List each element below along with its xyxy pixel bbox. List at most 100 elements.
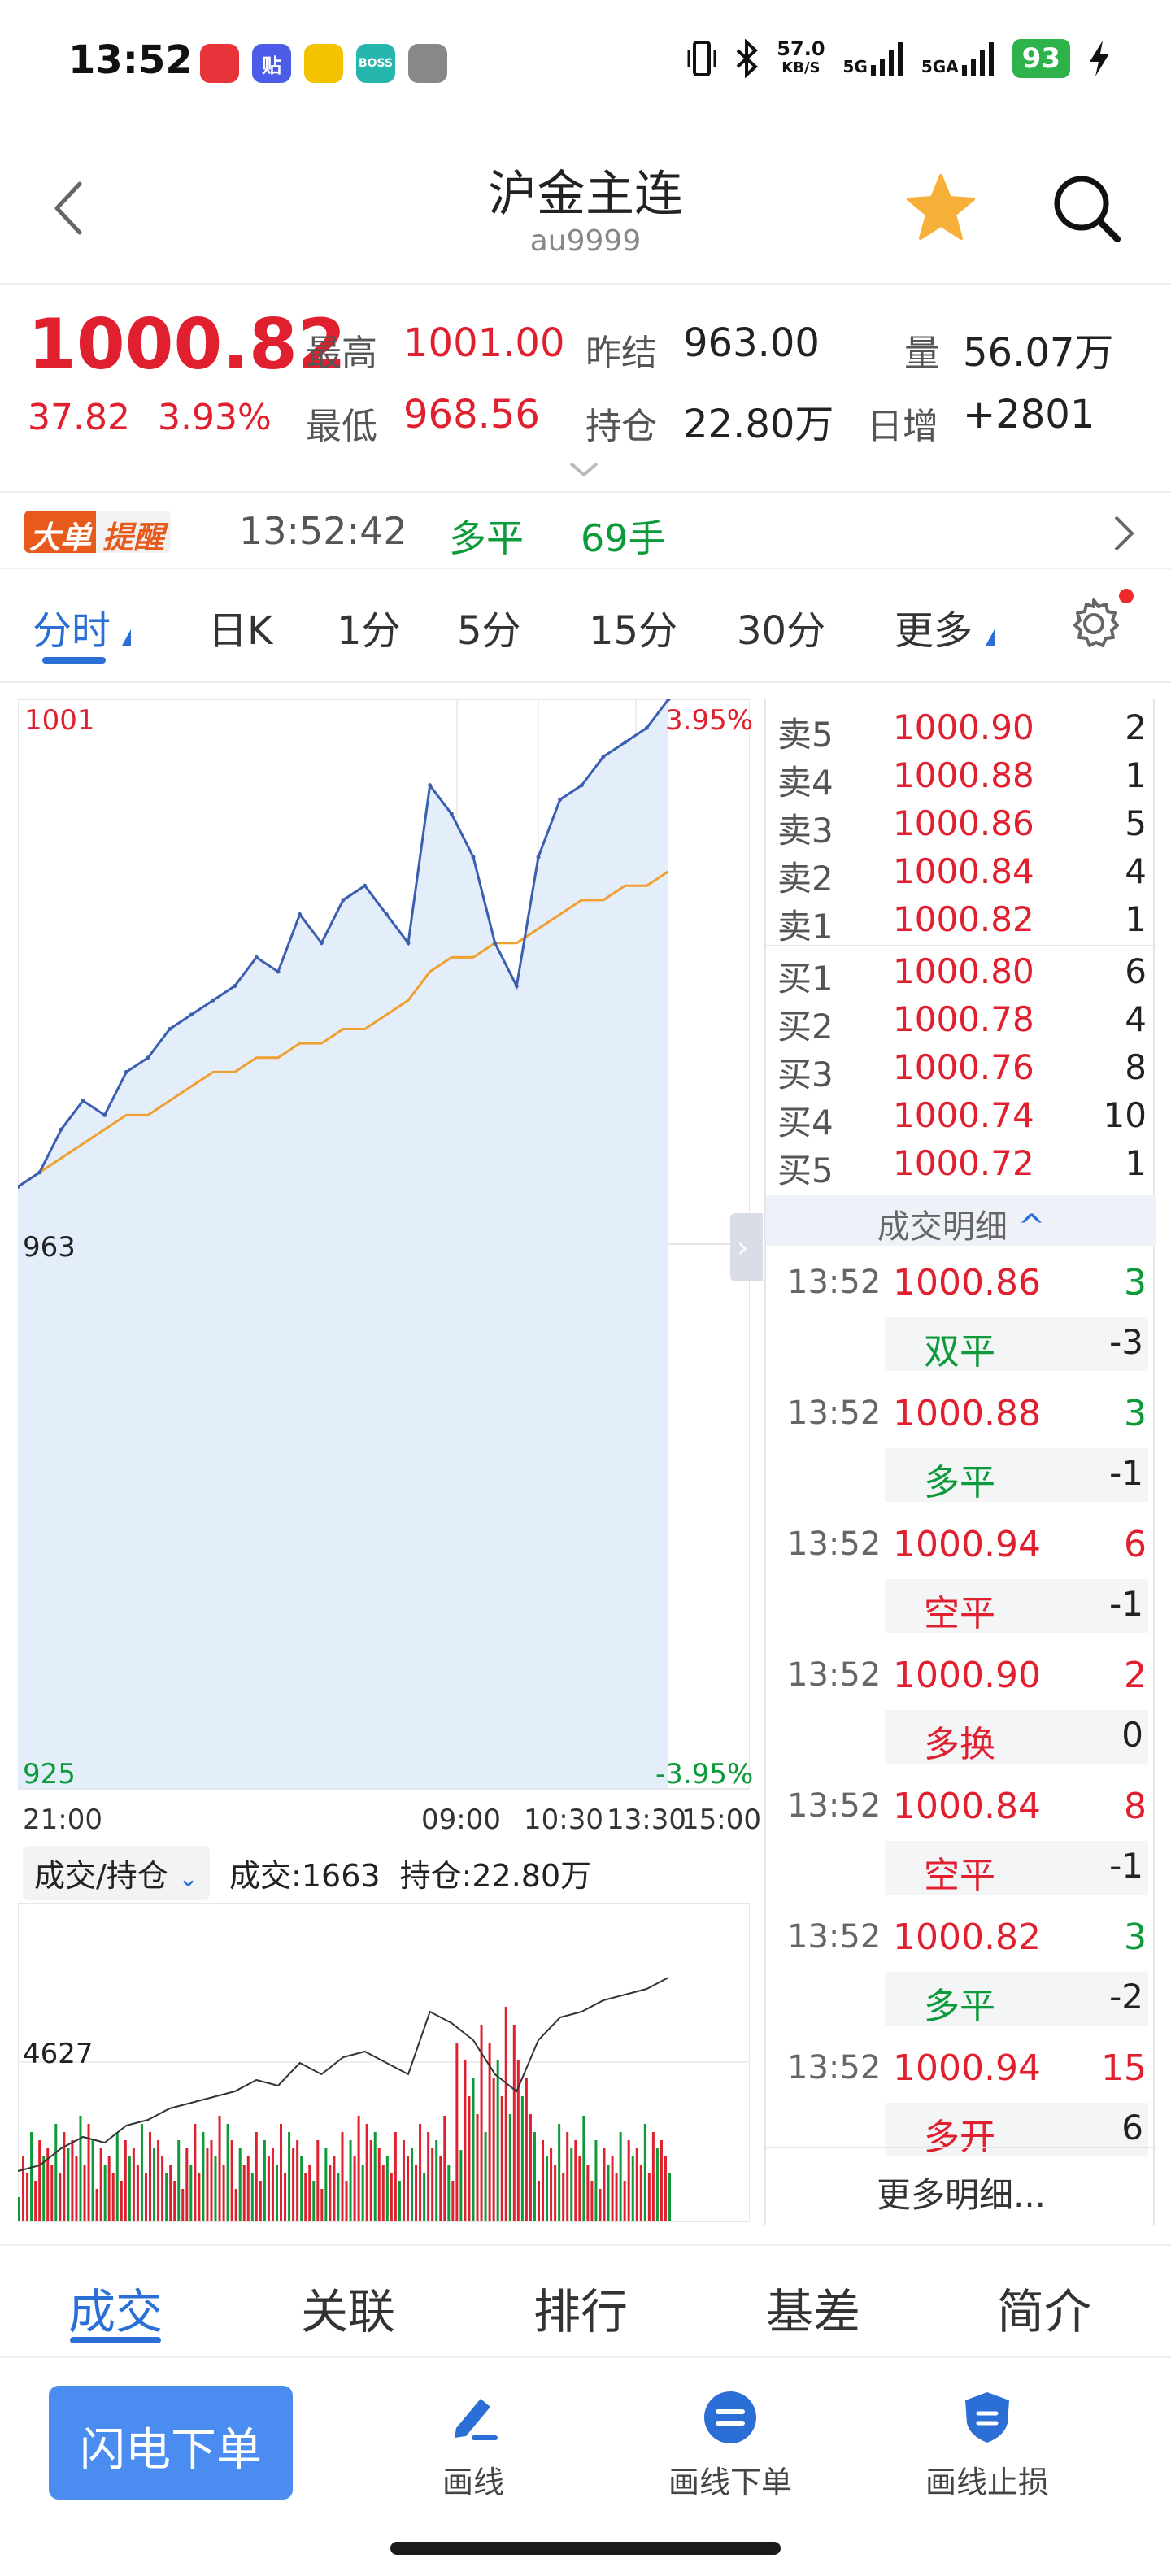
ask-row[interactable]: 卖4 1000.88 1: [766, 752, 1156, 803]
trade-price: 1000.86: [893, 1262, 1041, 1303]
trade-price: 1000.94: [893, 2047, 1041, 2089]
volume-bar: [111, 2173, 115, 2221]
trade-type-row: 多换 0: [885, 1710, 1148, 1765]
volume-bar: [631, 2156, 634, 2221]
volume-bar: [304, 2173, 307, 2221]
volume-bar: [578, 2156, 581, 2221]
bid-row[interactable]: 买4 1000.74 10: [766, 1092, 1156, 1142]
draw-line-order-button[interactable]: 画线下单: [649, 2389, 812, 2502]
volume-bar: [660, 2140, 663, 2221]
tab-daily-k[interactable]: 日K: [208, 608, 273, 654]
volume-bar: [643, 2124, 646, 2221]
contract-code: au9999: [529, 224, 642, 258]
trade-type: 空平: [924, 1855, 995, 1896]
trade-type: 多平: [924, 1462, 995, 1503]
tab-profile[interactable]: 简介: [997, 2284, 1092, 2339]
volume-bar: [635, 2148, 638, 2221]
trade-details-header[interactable]: 成交明细 ^: [766, 1195, 1156, 1246]
bid-row[interactable]: 买1 1000.80 6: [766, 948, 1156, 999]
volume-bar: [169, 2165, 172, 2221]
tab-5min[interactable]: 5分: [457, 608, 521, 654]
oi-change: -1: [1109, 1453, 1143, 1493]
trade-item: 13:52 1000.82 3 多平 -2: [766, 1910, 1156, 2042]
expand-quote-icon[interactable]: [564, 457, 603, 481]
open-interest-value: 22.80万: [683, 402, 834, 447]
volume-bar: [173, 2181, 176, 2221]
ask-row[interactable]: 卖5 1000.90 2: [766, 704, 1156, 755]
volume-oi-selector[interactable]: 成交/持仓 ⌄: [23, 1845, 211, 1900]
vibrate-icon: [687, 41, 716, 76]
tab-ranking[interactable]: 排行: [533, 2284, 629, 2339]
volume-bar: [30, 2132, 33, 2221]
volume-bar: [115, 2132, 119, 2221]
price-point: [536, 855, 541, 859]
trade-item: 13:52 1000.94 6 空平 -1: [766, 1517, 1156, 1649]
volume-bar: [194, 2124, 197, 2221]
bid-row[interactable]: 买2 1000.78 4: [766, 996, 1156, 1046]
open-interest-label: 持仓: [586, 406, 657, 447]
volume-bar: [639, 2165, 642, 2221]
volume-bar: [627, 2140, 630, 2221]
chevron-right-icon[interactable]: [1109, 512, 1138, 555]
volume-bar: [508, 2114, 511, 2221]
draw-line-button[interactable]: 画线: [392, 2389, 555, 2502]
back-icon[interactable]: [46, 176, 94, 241]
tab-related[interactable]: 关联: [301, 2284, 396, 2339]
trade-volume: 15: [1101, 2047, 1147, 2089]
volume-bar: [582, 2116, 586, 2221]
prev-settle-value: 963.00: [683, 320, 820, 366]
expand-panel-handle[interactable]: ›: [730, 1213, 763, 1281]
volume-bar: [222, 2165, 225, 2221]
y-axis-top-pct: 3.95%: [665, 704, 754, 737]
volume-bar: [22, 2156, 25, 2221]
price-change-pct: 3.93%: [158, 397, 272, 438]
volume-bar: [230, 2140, 233, 2221]
trade-time: 13:52: [787, 1264, 882, 1301]
intraday-chart[interactable]: 1001 963 925 3.95% -3.95%: [18, 699, 754, 1799]
price-point: [233, 984, 237, 989]
volume-bar: [496, 2060, 499, 2221]
low-label: 最低: [306, 406, 377, 447]
tab-15min[interactable]: 15分: [589, 608, 678, 654]
big-order-alert-bar[interactable]: 大单 提醒 13:52:42 多平 69手: [0, 491, 1171, 569]
tab-more[interactable]: 更多: [895, 608, 973, 654]
big-order-time: 13:52:42: [239, 509, 407, 553]
tab-1min[interactable]: 1分: [337, 608, 401, 654]
volume-bar: [91, 2140, 94, 2221]
volume-bar: [459, 2150, 463, 2221]
more-details-link[interactable]: 更多明细...: [766, 2147, 1156, 2225]
last-price: 1000.82: [28, 304, 346, 385]
boss-zhipin-app-icon: BOSS: [356, 44, 395, 83]
flash-order-button[interactable]: 闪电下单: [49, 2386, 293, 2500]
home-indicator[interactable]: [390, 2542, 781, 2555]
trade-item: 13:52 1000.86 3 双平 -3: [766, 1255, 1156, 1387]
tab-30min[interactable]: 30分: [737, 608, 826, 654]
nav-bar: 沪金主连 au9999: [0, 122, 1171, 285]
volume-bar: [349, 2140, 352, 2221]
tab-intraday[interactable]: 分时: [33, 608, 111, 654]
trade-price: 1000.94: [893, 1524, 1041, 1565]
volume-bar: [198, 2173, 201, 2221]
price-point: [102, 1112, 107, 1117]
volume-bar: [357, 2116, 360, 2221]
level-volume: 4: [1125, 999, 1147, 1039]
draw-line-stop-loss-button[interactable]: 画线止损: [906, 2389, 1069, 2502]
search-icon[interactable]: [1049, 171, 1122, 244]
volume-bar: [476, 2114, 479, 2221]
ask-row[interactable]: 卖2 1000.84 4: [766, 848, 1156, 899]
trade-price: 1000.90: [893, 1655, 1041, 1696]
tab-trades[interactable]: 成交: [68, 2284, 163, 2339]
level-label: 卖4: [777, 763, 834, 803]
volume-bar: [550, 2148, 553, 2221]
ask-row[interactable]: 卖3 1000.86 5: [766, 800, 1156, 851]
bid-row[interactable]: 买5 1000.72 1: [766, 1140, 1156, 1190]
bid-row[interactable]: 买3 1000.76 8: [766, 1044, 1156, 1094]
big-order-volume: 69手: [581, 516, 666, 560]
dropdown-triangle-icon: [986, 629, 995, 646]
gear-icon[interactable]: [1065, 595, 1122, 652]
level-label: 买5: [777, 1151, 834, 1190]
tab-basis[interactable]: 基差: [766, 2284, 861, 2339]
volume-bar: [79, 2116, 82, 2221]
ask-row[interactable]: 卖1 1000.82 1: [766, 896, 1156, 946]
favorite-star-icon[interactable]: [904, 171, 977, 244]
